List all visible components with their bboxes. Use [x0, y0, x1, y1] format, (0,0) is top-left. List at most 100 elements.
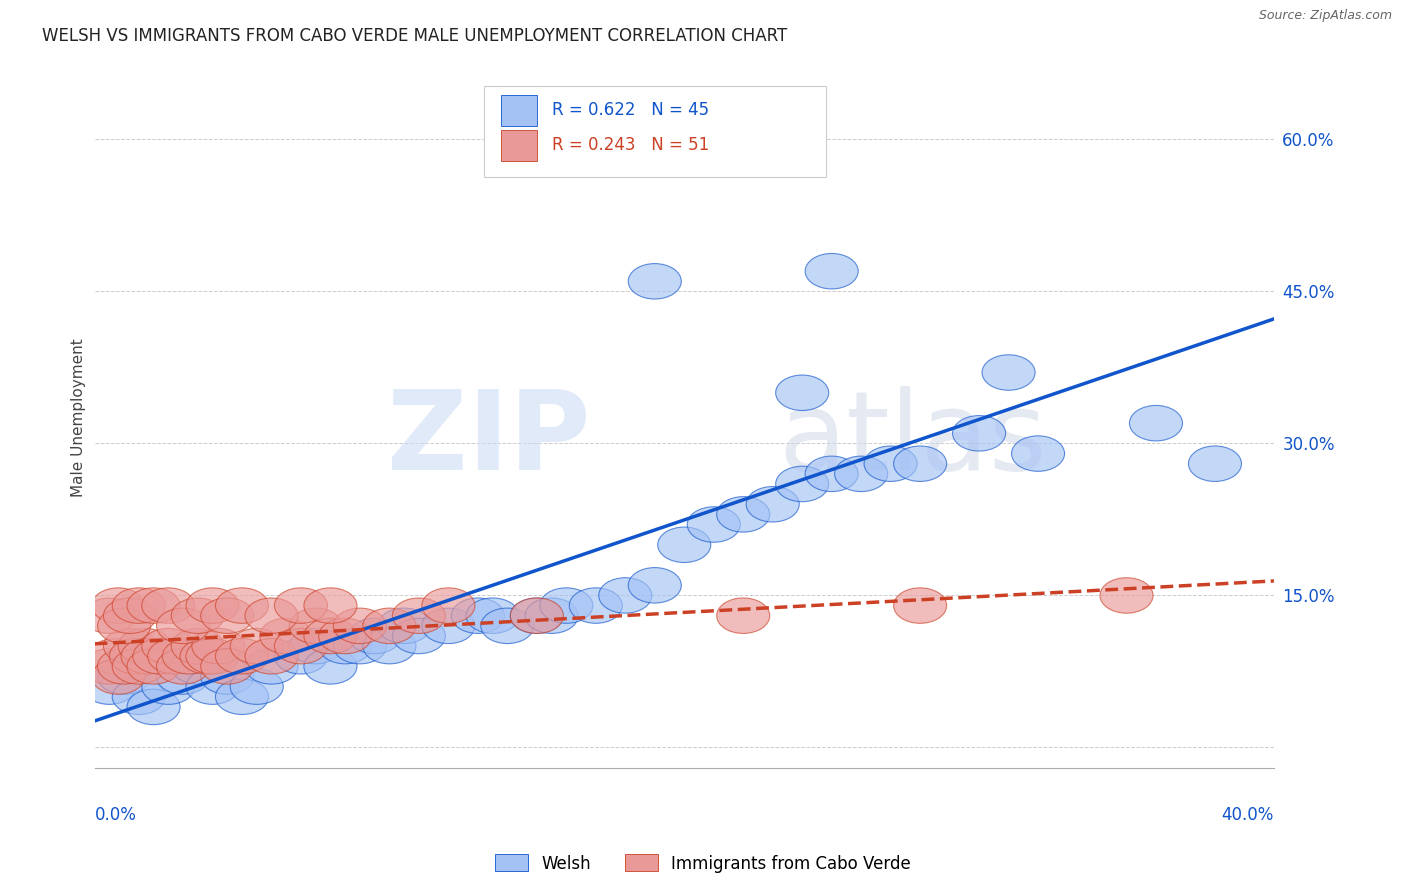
- Ellipse shape: [717, 598, 769, 633]
- Ellipse shape: [156, 659, 209, 694]
- Ellipse shape: [894, 446, 946, 482]
- Ellipse shape: [806, 253, 858, 289]
- Ellipse shape: [260, 618, 312, 654]
- Ellipse shape: [717, 497, 769, 533]
- Ellipse shape: [524, 598, 578, 633]
- Ellipse shape: [104, 628, 156, 664]
- Ellipse shape: [422, 608, 475, 643]
- Ellipse shape: [894, 588, 946, 624]
- Ellipse shape: [231, 669, 283, 705]
- Ellipse shape: [392, 618, 446, 654]
- Ellipse shape: [628, 263, 682, 299]
- Ellipse shape: [304, 648, 357, 684]
- Ellipse shape: [97, 648, 150, 684]
- Text: R = 0.243   N = 51: R = 0.243 N = 51: [553, 136, 710, 154]
- Ellipse shape: [162, 639, 215, 674]
- Ellipse shape: [215, 639, 269, 674]
- Ellipse shape: [83, 669, 136, 705]
- Ellipse shape: [319, 628, 371, 664]
- Ellipse shape: [349, 618, 401, 654]
- Y-axis label: Male Unemployment: Male Unemployment: [72, 339, 86, 498]
- Ellipse shape: [1099, 578, 1153, 613]
- Ellipse shape: [110, 639, 162, 674]
- Ellipse shape: [510, 598, 564, 633]
- Ellipse shape: [747, 486, 799, 522]
- Ellipse shape: [304, 588, 357, 624]
- Ellipse shape: [201, 598, 254, 633]
- Text: 0.0%: 0.0%: [94, 806, 136, 824]
- Ellipse shape: [422, 588, 475, 624]
- Ellipse shape: [363, 608, 416, 643]
- Ellipse shape: [806, 456, 858, 491]
- Ellipse shape: [118, 628, 172, 664]
- Ellipse shape: [776, 375, 828, 410]
- Text: WELSH VS IMMIGRANTS FROM CABO VERDE MALE UNEMPLOYMENT CORRELATION CHART: WELSH VS IMMIGRANTS FROM CABO VERDE MALE…: [42, 27, 787, 45]
- Ellipse shape: [835, 456, 887, 491]
- Ellipse shape: [172, 648, 225, 684]
- Ellipse shape: [392, 598, 446, 633]
- Ellipse shape: [776, 467, 828, 501]
- Ellipse shape: [186, 639, 239, 674]
- Ellipse shape: [134, 639, 186, 674]
- Ellipse shape: [127, 648, 180, 684]
- Ellipse shape: [274, 588, 328, 624]
- Ellipse shape: [186, 588, 239, 624]
- Ellipse shape: [658, 527, 711, 563]
- Ellipse shape: [156, 608, 209, 643]
- Ellipse shape: [290, 608, 342, 643]
- Ellipse shape: [451, 598, 505, 633]
- Ellipse shape: [142, 588, 195, 624]
- Text: ZIP: ZIP: [387, 385, 591, 492]
- Ellipse shape: [180, 639, 233, 674]
- Ellipse shape: [97, 659, 150, 694]
- Ellipse shape: [1188, 446, 1241, 482]
- Ellipse shape: [363, 628, 416, 664]
- Text: Source: ZipAtlas.com: Source: ZipAtlas.com: [1258, 9, 1392, 22]
- Legend: Welsh, Immigrants from Cabo Verde: Welsh, Immigrants from Cabo Verde: [488, 847, 918, 880]
- Ellipse shape: [83, 648, 136, 684]
- Ellipse shape: [231, 628, 283, 664]
- Ellipse shape: [112, 648, 166, 684]
- Ellipse shape: [304, 618, 357, 654]
- Ellipse shape: [569, 588, 623, 624]
- Ellipse shape: [1011, 436, 1064, 471]
- Ellipse shape: [121, 639, 174, 674]
- Ellipse shape: [245, 598, 298, 633]
- Ellipse shape: [91, 588, 145, 624]
- Ellipse shape: [172, 628, 225, 664]
- Ellipse shape: [97, 608, 150, 643]
- FancyBboxPatch shape: [502, 95, 537, 126]
- Ellipse shape: [112, 588, 166, 624]
- Ellipse shape: [333, 628, 387, 664]
- Ellipse shape: [201, 659, 254, 694]
- Ellipse shape: [91, 659, 145, 694]
- Ellipse shape: [186, 669, 239, 705]
- Ellipse shape: [142, 669, 195, 705]
- Ellipse shape: [215, 588, 269, 624]
- Ellipse shape: [156, 648, 209, 684]
- Ellipse shape: [172, 598, 225, 633]
- Ellipse shape: [319, 618, 371, 654]
- Ellipse shape: [191, 628, 245, 664]
- Ellipse shape: [290, 628, 342, 664]
- FancyBboxPatch shape: [484, 86, 825, 177]
- Ellipse shape: [599, 578, 652, 613]
- Ellipse shape: [245, 639, 298, 674]
- Ellipse shape: [865, 446, 917, 482]
- Ellipse shape: [540, 588, 593, 624]
- Ellipse shape: [378, 608, 430, 643]
- Ellipse shape: [274, 628, 328, 664]
- FancyBboxPatch shape: [502, 129, 537, 161]
- Ellipse shape: [201, 648, 254, 684]
- Ellipse shape: [245, 648, 298, 684]
- Ellipse shape: [628, 567, 682, 603]
- Ellipse shape: [104, 598, 156, 633]
- Ellipse shape: [215, 679, 269, 714]
- Ellipse shape: [510, 598, 564, 633]
- Text: R = 0.622   N = 45: R = 0.622 N = 45: [553, 102, 709, 120]
- Ellipse shape: [127, 690, 180, 724]
- Ellipse shape: [333, 608, 387, 643]
- Ellipse shape: [127, 588, 180, 624]
- Ellipse shape: [465, 598, 519, 633]
- Ellipse shape: [747, 142, 799, 178]
